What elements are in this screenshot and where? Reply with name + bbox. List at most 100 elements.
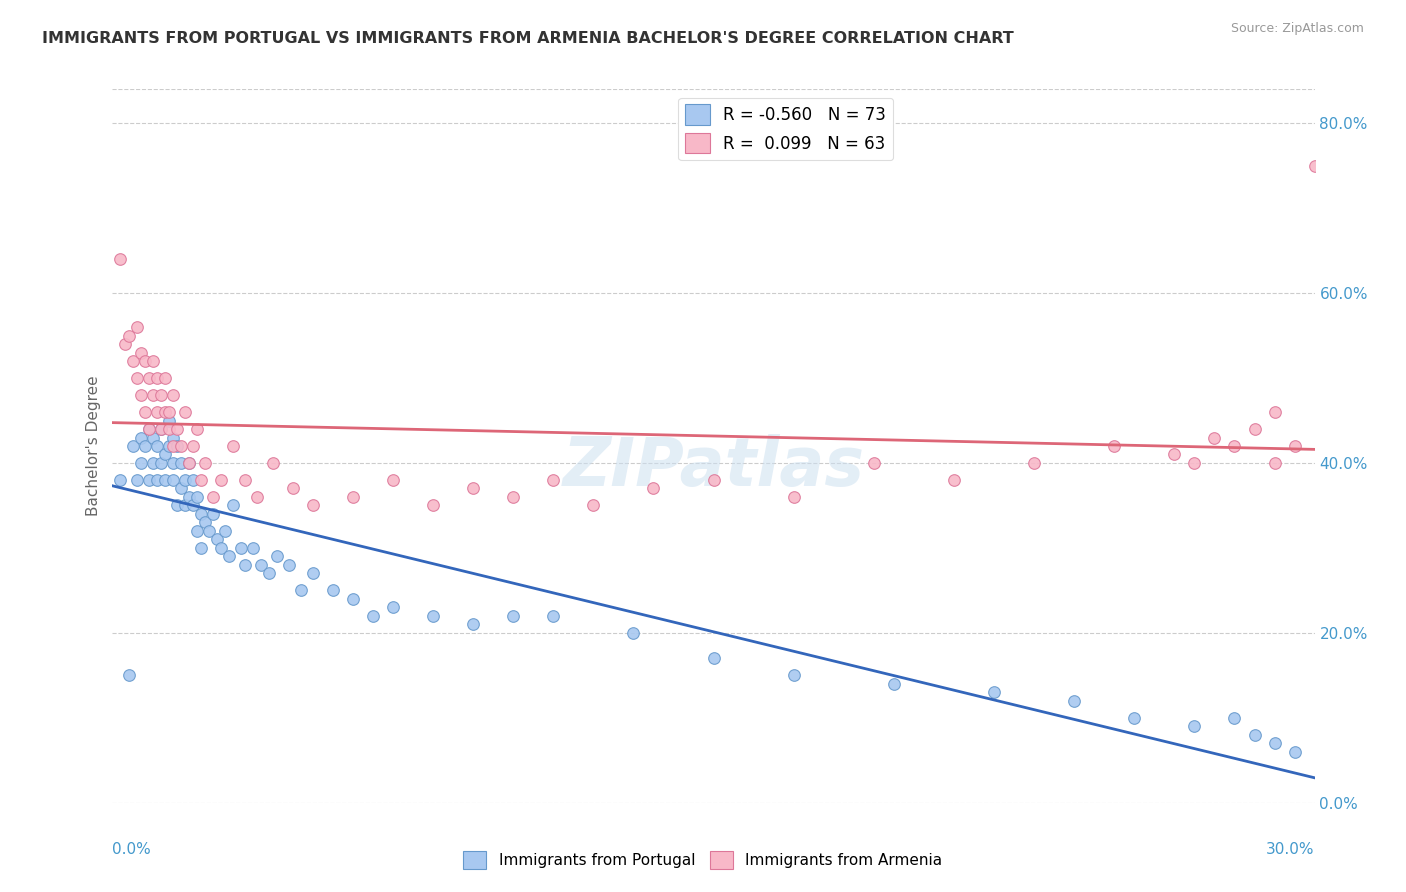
- Point: [110, 473, 132, 487]
- Point: [138, 422, 160, 436]
- Point: [702, 473, 725, 487]
- Point: [277, 558, 299, 572]
- Point: [205, 533, 228, 547]
- Point: [177, 456, 200, 470]
- Point: [543, 608, 565, 623]
- Text: IMMIGRANTS FROM PORTUGAL VS IMMIGRANTS FROM ARMENIA BACHELOR'S DEGREE CORRELATIO: IMMIGRANTS FROM PORTUGAL VS IMMIGRANTS F…: [42, 31, 1014, 46]
- Point: [153, 405, 176, 419]
- Point: [166, 499, 188, 513]
- Point: [643, 482, 665, 496]
- Point: [141, 354, 163, 368]
- Point: [1264, 456, 1286, 470]
- Point: [157, 413, 180, 427]
- Point: [134, 354, 156, 368]
- Point: [190, 541, 212, 555]
- Point: [162, 388, 184, 402]
- Point: [883, 677, 905, 691]
- Point: [502, 608, 524, 623]
- Point: [702, 651, 725, 665]
- Point: [138, 473, 160, 487]
- Point: [162, 473, 184, 487]
- Point: [186, 490, 208, 504]
- Point: [342, 591, 364, 606]
- Point: [302, 566, 325, 581]
- Point: [233, 473, 256, 487]
- Point: [173, 499, 195, 513]
- Point: [214, 524, 236, 538]
- Point: [361, 608, 384, 623]
- Point: [141, 388, 163, 402]
- Point: [218, 549, 240, 564]
- Point: [125, 473, 148, 487]
- Point: [129, 388, 152, 402]
- Point: [863, 456, 886, 470]
- Point: [461, 482, 484, 496]
- Point: [1284, 745, 1306, 759]
- Point: [1284, 439, 1306, 453]
- Point: [209, 541, 232, 555]
- Point: [157, 405, 180, 419]
- Point: [1223, 711, 1246, 725]
- Point: [153, 371, 176, 385]
- Point: [134, 405, 156, 419]
- Point: [149, 422, 172, 436]
- Point: [125, 371, 148, 385]
- Point: [1184, 456, 1206, 470]
- Point: [229, 541, 252, 555]
- Point: [149, 388, 172, 402]
- Point: [194, 456, 217, 470]
- Point: [233, 558, 256, 572]
- Point: [141, 430, 163, 444]
- Point: [145, 371, 167, 385]
- Point: [177, 490, 200, 504]
- Point: [197, 524, 219, 538]
- Point: [181, 473, 204, 487]
- Point: [166, 422, 188, 436]
- Point: [281, 482, 304, 496]
- Point: [194, 516, 217, 530]
- Point: [209, 473, 232, 487]
- Text: ZIPatlas: ZIPatlas: [562, 434, 865, 500]
- Point: [262, 456, 284, 470]
- Point: [153, 473, 176, 487]
- Point: [157, 422, 180, 436]
- Point: [1024, 456, 1046, 470]
- Point: [173, 473, 195, 487]
- Point: [1204, 430, 1226, 444]
- Point: [302, 499, 325, 513]
- Point: [246, 490, 269, 504]
- Point: [157, 439, 180, 453]
- Point: [153, 448, 176, 462]
- Point: [1243, 422, 1265, 436]
- Point: [129, 345, 152, 359]
- Point: [186, 422, 208, 436]
- Point: [461, 617, 484, 632]
- Legend: Immigrants from Portugal, Immigrants from Armenia: Immigrants from Portugal, Immigrants fro…: [457, 845, 949, 875]
- Point: [186, 524, 208, 538]
- Point: [1264, 405, 1286, 419]
- Point: [190, 507, 212, 521]
- Point: [121, 354, 143, 368]
- Point: [162, 430, 184, 444]
- Point: [177, 456, 200, 470]
- Point: [222, 499, 245, 513]
- Point: [1303, 159, 1326, 173]
- Point: [129, 456, 152, 470]
- Point: [543, 473, 565, 487]
- Point: [1063, 694, 1085, 708]
- Point: [181, 439, 204, 453]
- Point: [149, 422, 172, 436]
- Point: [129, 430, 152, 444]
- Point: [166, 439, 188, 453]
- Point: [141, 456, 163, 470]
- Point: [169, 482, 191, 496]
- Point: [190, 473, 212, 487]
- Point: [422, 499, 444, 513]
- Y-axis label: Bachelor's Degree: Bachelor's Degree: [86, 376, 101, 516]
- Legend: R = -0.560   N = 73, R =  0.099   N = 63: R = -0.560 N = 73, R = 0.099 N = 63: [679, 97, 893, 160]
- Point: [110, 252, 132, 266]
- Point: [422, 608, 444, 623]
- Point: [322, 583, 344, 598]
- Point: [242, 541, 264, 555]
- Point: [145, 405, 167, 419]
